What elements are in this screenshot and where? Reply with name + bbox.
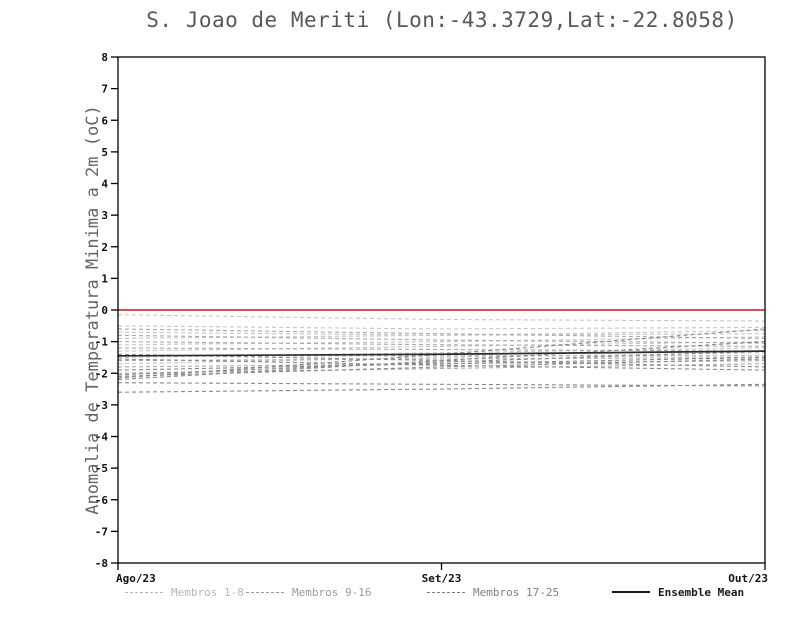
dashed-line-sample-icon xyxy=(125,591,163,593)
dashed-line-sample-icon xyxy=(246,591,284,593)
ensemble-member-line xyxy=(117,356,766,371)
ensemble-mean-line xyxy=(117,350,766,357)
y-tick-label: 6 xyxy=(101,114,108,127)
dashed-line-sample-icon xyxy=(427,591,465,593)
legend-label-ensemble-mean: Ensemble Mean xyxy=(658,585,745,599)
x-tick-label: Out/23 xyxy=(728,572,768,585)
legend-label-membros-17-25: Membros 17-25 xyxy=(473,585,560,599)
y-tick-label: -8 xyxy=(95,557,108,570)
x-tick-label: Set/23 xyxy=(422,572,462,585)
y-tick-label: -3 xyxy=(95,399,108,412)
ensemble-member-line xyxy=(117,341,766,347)
ensemble-member-line xyxy=(117,336,766,346)
y-tick-label: -1 xyxy=(95,336,109,349)
x-tick-label: Ago/23 xyxy=(116,572,156,585)
solid-line-sample-icon xyxy=(612,591,650,593)
y-tick-label: -6 xyxy=(95,494,109,507)
legend-item-membros-1-8: Membros 1-8 xyxy=(125,585,244,599)
y-tick-label: 1 xyxy=(101,272,108,285)
legend-item-membros-17-25: Membros 17-25 xyxy=(427,585,559,599)
ensemble-member-line xyxy=(117,347,766,352)
y-tick-label: 3 xyxy=(101,209,108,222)
ensemble-member-line xyxy=(117,334,766,344)
y-tick-label: -5 xyxy=(95,462,108,475)
legend-label-membros-1-8: Membros 1-8 xyxy=(171,585,244,599)
ensemble-member-line xyxy=(117,314,766,322)
y-tick-label: 4 xyxy=(101,178,108,191)
y-tick-label: 0 xyxy=(101,304,108,317)
ensemble-member-line xyxy=(117,358,766,371)
ensemble-member-line xyxy=(117,341,766,352)
ensemble-member-line xyxy=(117,341,766,381)
y-tick-label: 8 xyxy=(101,51,108,64)
ensemble-member-line xyxy=(117,325,766,330)
y-tick-label: -7 xyxy=(95,525,108,538)
y-tick-label: -2 xyxy=(95,367,108,380)
ensemble-member-line xyxy=(117,356,766,362)
y-tick-label: 2 xyxy=(101,241,108,254)
legend-label-membros-9-16: Membros 9-16 xyxy=(292,585,372,599)
legend-item-ensemble-mean: Ensemble Mean xyxy=(612,585,744,599)
y-tick-label: 7 xyxy=(101,83,108,96)
y-tick-label: -4 xyxy=(95,431,109,444)
legend-item-membros-9-16: Membros 9-16 xyxy=(246,585,371,599)
legend: Membros 1-8 Membros 9-16 Membros 17-25 E… xyxy=(0,585,800,605)
ensemble-member-line xyxy=(117,383,766,393)
chart-title: S. Joao de Meriti (Lon:-43.3729,Lat:-22.… xyxy=(146,8,738,32)
y-tick-label: 5 xyxy=(101,146,108,159)
